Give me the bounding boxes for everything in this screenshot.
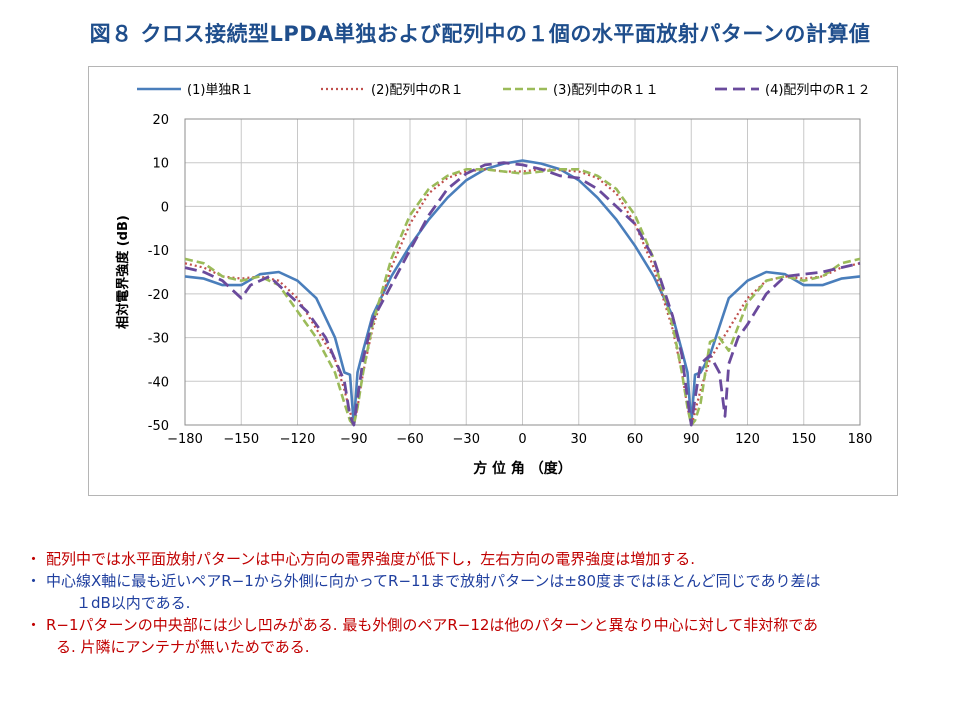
legend-label-4: (4)配列中のR１２ — [765, 83, 870, 98]
x-tick-label: 30 — [570, 432, 587, 447]
y-tick-label: -20 — [148, 288, 169, 303]
y-tick-label: 0 — [161, 200, 169, 215]
x-tick-label: −90 — [340, 432, 367, 447]
bullet-marker: ・ — [26, 616, 42, 634]
legend-label-2: (2)配列中のR１ — [371, 83, 463, 98]
legend-label-1: (1)単独R１ — [187, 82, 253, 98]
x-tick-label: −60 — [396, 432, 423, 447]
x-tick-label: −120 — [280, 432, 316, 447]
slide-title: 図８ クロス接続型LPDA単独および配列中の１個の水平面放射パターンの計算値 — [89, 22, 871, 46]
y-tick-label: 10 — [152, 157, 169, 172]
y-tick-label: -50 — [148, 419, 169, 434]
series-line-2 — [184, 168, 861, 427]
y-tick-label: -30 — [148, 332, 169, 347]
x-axis-label: 方 位 角 （度） — [473, 460, 572, 477]
x-tick-label: 180 — [848, 432, 873, 447]
x-tick-label: 90 — [683, 432, 700, 447]
y-tick-label: -40 — [148, 375, 169, 390]
x-tick-label: −30 — [453, 432, 480, 447]
series-line-1 — [184, 159, 861, 427]
plot-border — [184, 118, 861, 426]
x-tick-label: 120 — [735, 432, 760, 447]
x-tick-label: −150 — [223, 432, 259, 447]
x-tick-label: 60 — [627, 432, 644, 447]
bullet-marker: ・ — [26, 572, 42, 590]
bullet-text-3: R−1パターンの中央部には少し凹みがある. 最も外側のペアR−12は他のパターン… — [46, 616, 819, 634]
bullet-item-2: ・ 中心線X軸に最も近いペアR−1から外側に向かってR−11まで放射パターンは±… — [26, 570, 946, 614]
bullet-item-3: ・ R−1パターンの中央部には少し凹みがある. 最も外側のペアR−12は他のパタ… — [26, 614, 946, 658]
bullet-text-2: 中心線X軸に最も近いペアR−1から外側に向かってR−11まで放射パターンは±80… — [46, 572, 821, 590]
y-tick-label: 20 — [152, 113, 169, 128]
bullet-list: ・ 配列中では水平面放射パターンは中心方向の電界強度が低下し，左右方向の電界強度… — [26, 548, 946, 658]
x-tick-label: 150 — [791, 432, 816, 447]
series-line-3 — [184, 168, 861, 427]
y-tick-label: -10 — [148, 244, 169, 259]
bullet-item-1: ・ 配列中では水平面放射パターンは中心方向の電界強度が低下し，左右方向の電界強度… — [26, 548, 946, 570]
bullet-text-2-cont: １dB以内である. — [76, 594, 191, 612]
x-tick-label: 0 — [518, 432, 526, 447]
chart-frame: −180 −150 −120 −90 −60 −30 0 30 60 90 120 150 180 20 1… — [88, 66, 898, 496]
legend-label-3: (3)配列中のR１１ — [553, 83, 658, 98]
x-tick-label: −180 — [167, 432, 203, 447]
bullet-marker: ・ — [26, 550, 42, 568]
bullet-text-1: 配列中では水平面放射パターンは中心方向の電界強度が低下し，左右方向の電界強度は増… — [46, 550, 696, 568]
radiation-pattern-chart: −180 −150 −120 −90 −60 −30 0 30 60 90 120 150 180 20 1… — [115, 82, 873, 477]
y-axis-label: 相対電界強度 (dB) — [115, 215, 131, 329]
bullet-text-3-cont: る. 片隣にアンテナが無いためである. — [56, 638, 310, 656]
series-line-4 — [184, 161, 861, 427]
